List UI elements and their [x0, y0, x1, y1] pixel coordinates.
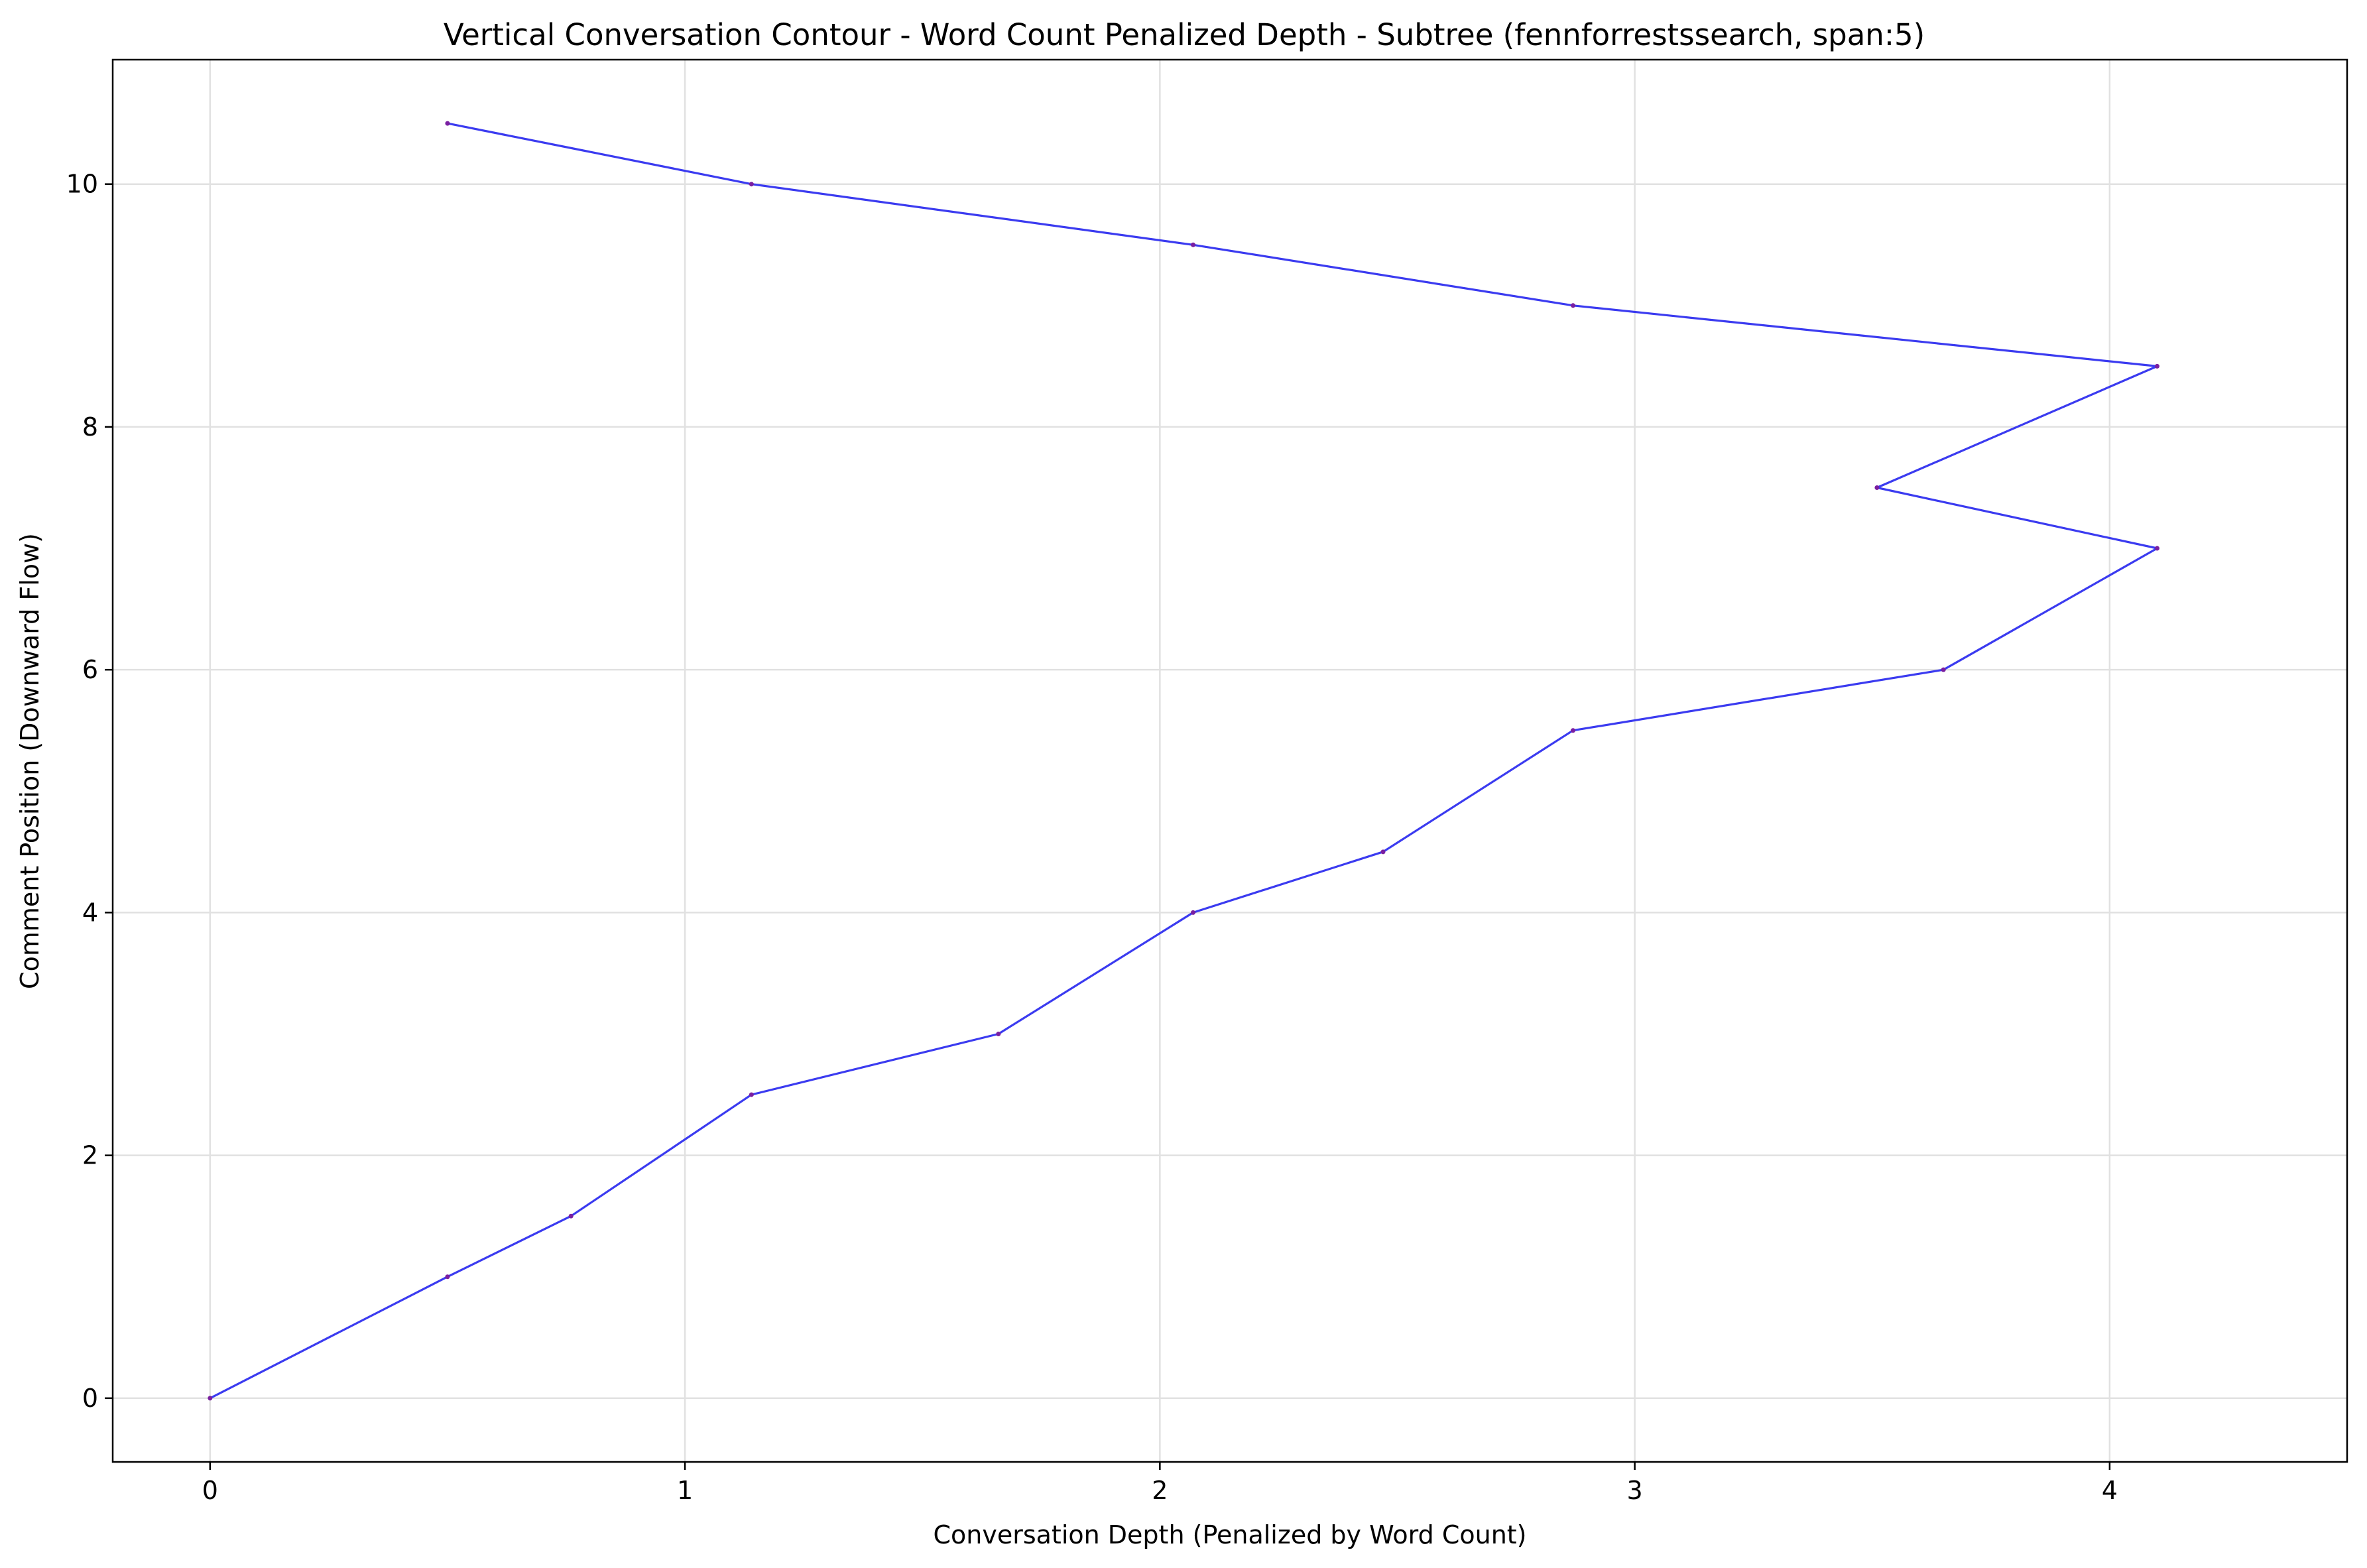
- data-point: [749, 182, 754, 187]
- plot-frame: [111, 58, 2348, 1463]
- data-point: [1190, 910, 1195, 915]
- data-point: [1380, 849, 1386, 855]
- data-point: [445, 1274, 450, 1280]
- y-tick-label: 4: [82, 898, 98, 927]
- data-point: [2154, 363, 2159, 369]
- y-axis-label: Comment Position (Downward Flow): [15, 533, 44, 989]
- x-axis-label: Conversation Depth (Penalized by Word Co…: [933, 1520, 1526, 1549]
- chart-title: Vertical Conversation Contour - Word Cou…: [444, 17, 1925, 52]
- y-tick-label: 6: [82, 655, 98, 684]
- data-point: [1941, 667, 1946, 672]
- y-tick-label: 10: [66, 170, 98, 199]
- x-tick-label: 4: [2102, 1476, 2118, 1505]
- data-point: [749, 1092, 754, 1097]
- series-line: [210, 122, 2159, 1400]
- data-point: [445, 121, 450, 126]
- grid-layer: [113, 60, 2347, 1462]
- y-tick-label: 0: [82, 1384, 98, 1413]
- data-point: [208, 1396, 213, 1401]
- x-tick-label: 0: [202, 1476, 218, 1505]
- x-tick-label: 3: [1627, 1476, 1643, 1505]
- series-layer: [208, 121, 2159, 1401]
- data-point: [568, 1213, 574, 1219]
- y-tick-label: 2: [82, 1141, 98, 1170]
- y-tick-label: 8: [82, 412, 98, 442]
- data-point: [1874, 485, 1880, 490]
- data-point: [1570, 303, 1575, 308]
- x-tick-label: 2: [1152, 1476, 1168, 1505]
- data-point: [2154, 546, 2159, 551]
- data-point: [1190, 242, 1195, 247]
- tick-layer: 0 1 2 3 4 0 2 4 6 8 10: [66, 170, 2118, 1505]
- data-point: [996, 1032, 1001, 1037]
- x-tick-label: 1: [677, 1476, 693, 1505]
- data-point: [1570, 728, 1575, 733]
